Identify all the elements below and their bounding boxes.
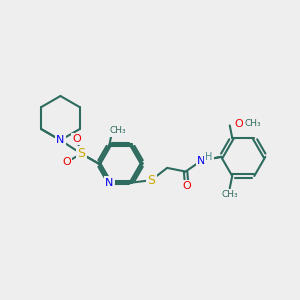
- Text: N: N: [56, 135, 64, 145]
- Text: S: S: [147, 174, 155, 187]
- Text: S: S: [77, 147, 85, 160]
- Text: CH₃: CH₃: [110, 126, 126, 135]
- Text: O: O: [182, 181, 191, 191]
- Text: CH₃: CH₃: [221, 190, 238, 199]
- Text: N: N: [197, 155, 206, 166]
- Text: O: O: [62, 157, 71, 167]
- Text: O: O: [72, 134, 81, 144]
- Text: CH₃: CH₃: [245, 118, 261, 127]
- Text: O: O: [234, 119, 243, 129]
- Text: N: N: [105, 178, 114, 188]
- Text: H: H: [205, 152, 213, 162]
